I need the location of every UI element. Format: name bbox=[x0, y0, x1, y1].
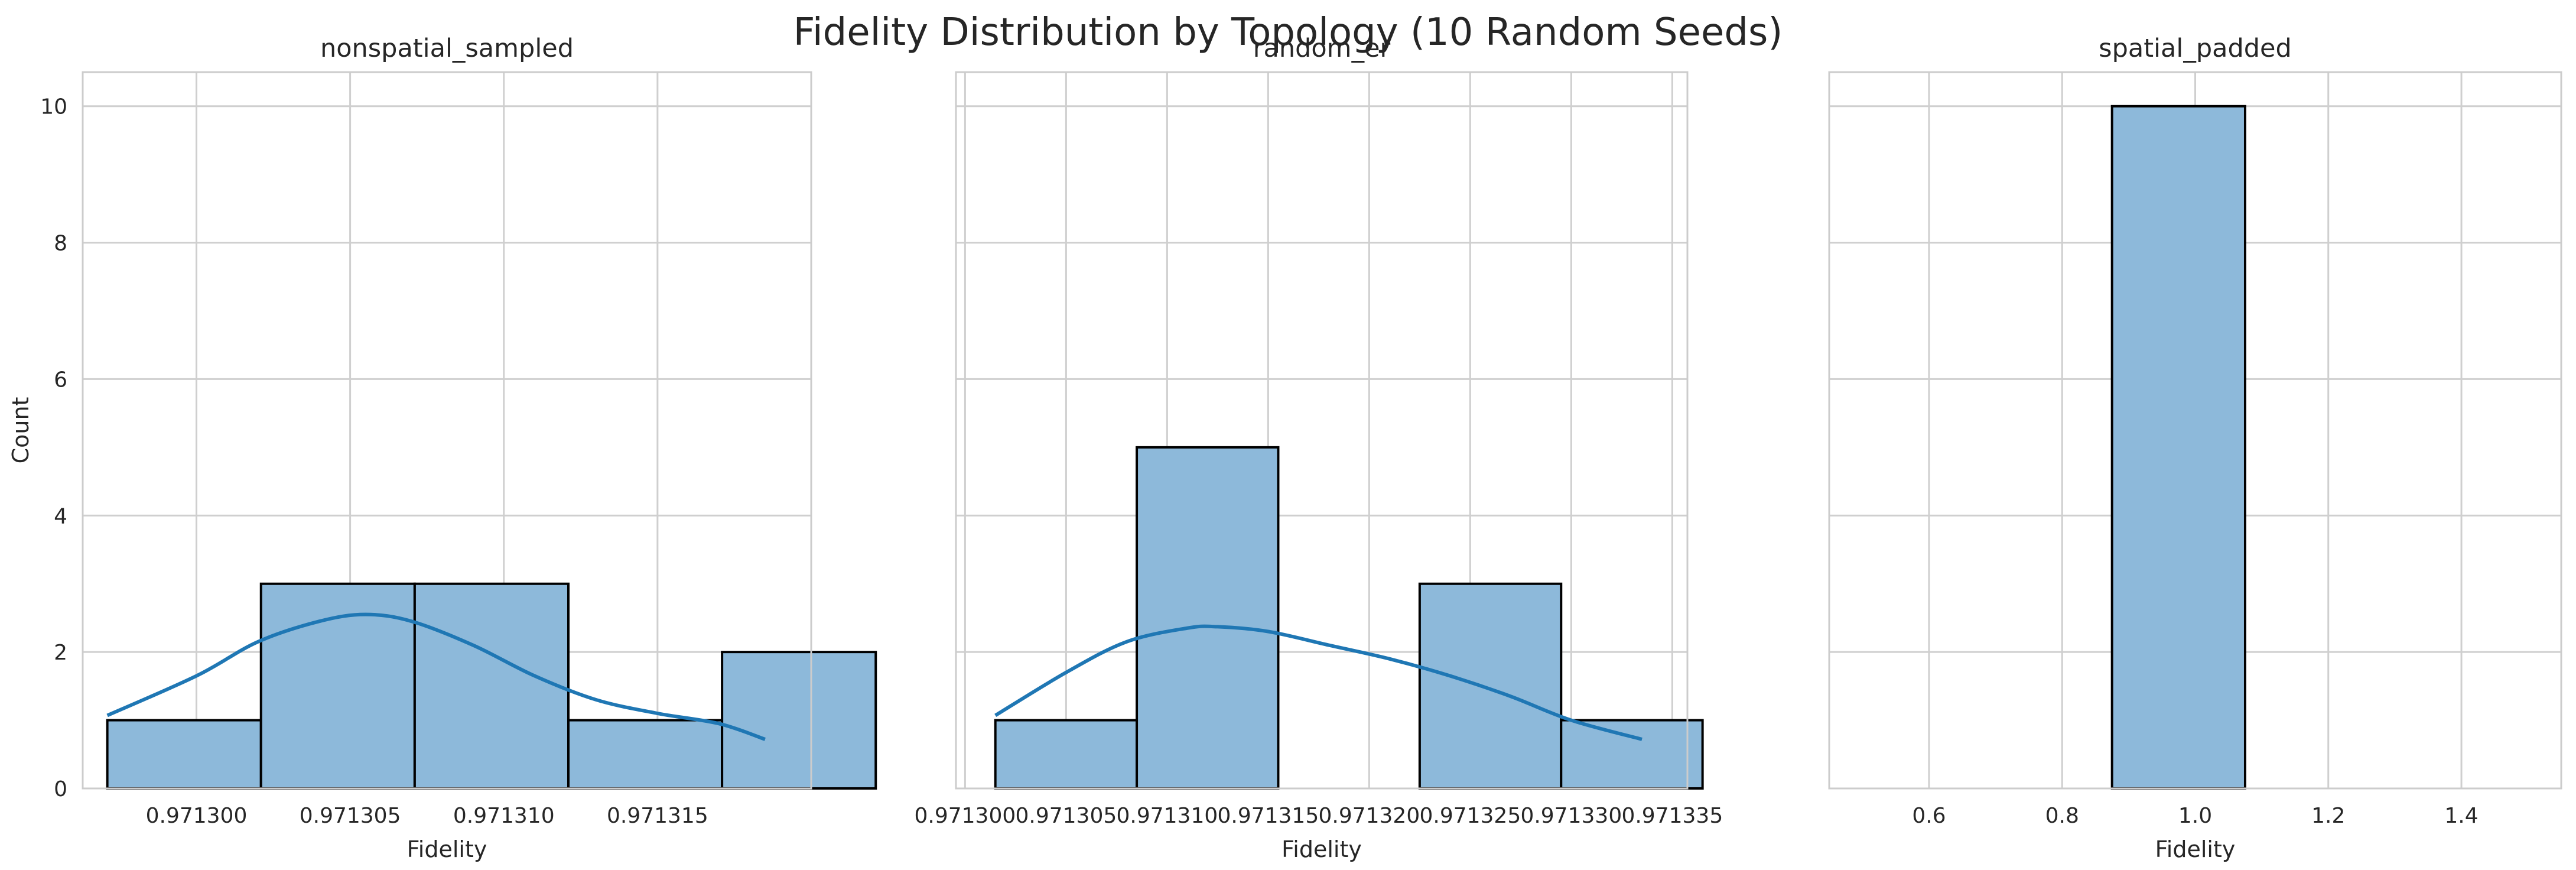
histogram-bar bbox=[2110, 105, 2246, 790]
axes-frame bbox=[82, 71, 812, 790]
y-tick-label: 4 bbox=[54, 504, 67, 528]
x-tick-label: 0.971310 bbox=[1116, 804, 1218, 828]
x-axis-label: Fidelity bbox=[1282, 836, 1362, 862]
x-tick-label: 0.971315 bbox=[607, 804, 708, 828]
kde-line bbox=[994, 624, 1642, 741]
x-tick-label: 1.2 bbox=[2311, 804, 2345, 828]
x-tick-label: 1.0 bbox=[2178, 804, 2212, 828]
axes-frame bbox=[1828, 71, 2562, 790]
y-axis-label: Count bbox=[8, 397, 34, 464]
x-tick-label: 0.971325 bbox=[1419, 804, 1521, 828]
histogram-bar bbox=[106, 719, 262, 790]
x-tick-label: 0.6 bbox=[1912, 804, 1946, 828]
subplot-title: spatial_padded bbox=[2099, 34, 2292, 63]
x-tick-label: 0.971320 bbox=[1318, 804, 1420, 828]
x-tick-label: 0.971330 bbox=[1520, 804, 1622, 828]
x-tick-label: 1.4 bbox=[2444, 804, 2478, 828]
subplot-title: nonspatial_sampled bbox=[320, 34, 574, 63]
y-tick-label: 2 bbox=[54, 641, 67, 665]
histogram-bar bbox=[1136, 446, 1280, 790]
x-tick-label: 0.971305 bbox=[1015, 804, 1117, 828]
axes-frame bbox=[955, 71, 1689, 790]
x-tick-label: 0.971310 bbox=[453, 804, 555, 828]
histogram-bar bbox=[1418, 582, 1563, 790]
y-tick-label: 8 bbox=[54, 232, 67, 256]
y-tick-label: 0 bbox=[54, 777, 67, 801]
x-tick-label: 0.971335 bbox=[1621, 804, 1723, 828]
kde-line bbox=[106, 612, 766, 741]
subplot-title: random_er bbox=[1253, 34, 1391, 63]
subplot-3: 0.6 0.8 1.0 1.2 1.4 spatial_padded Fidelity bbox=[1828, 34, 2562, 862]
histogram-bar bbox=[721, 651, 877, 790]
y-tick-label: 6 bbox=[54, 368, 67, 392]
x-tick-label: 0.971300 bbox=[146, 804, 248, 828]
x-tick-label: 0.971300 bbox=[914, 804, 1016, 828]
histogram-bar bbox=[994, 719, 1139, 790]
x-tick-label: 0.8 bbox=[2045, 804, 2079, 828]
subplot-2: 0.971300 0.971305 0.971310 0.971315 0.971320… bbox=[914, 34, 1723, 862]
histogram-bar bbox=[1560, 719, 1704, 790]
figure-title: Fidelity Distribution by Topology (10 Ra… bbox=[793, 11, 1783, 54]
x-axis-label: Fidelity bbox=[407, 836, 487, 862]
histogram-bar bbox=[413, 582, 570, 790]
x-axis-label: Fidelity bbox=[2155, 836, 2236, 862]
y-tick-label: 10 bbox=[40, 95, 67, 119]
subplot-1: 0.971300 0.971305 0.971310 0.971315 0 2 4 6 8 10 n… bbox=[8, 34, 877, 862]
histogram-bar bbox=[567, 719, 724, 790]
x-tick-label: 0.971315 bbox=[1217, 804, 1319, 828]
histogram-bar bbox=[259, 582, 416, 790]
x-tick-label: 0.971305 bbox=[300, 804, 401, 828]
